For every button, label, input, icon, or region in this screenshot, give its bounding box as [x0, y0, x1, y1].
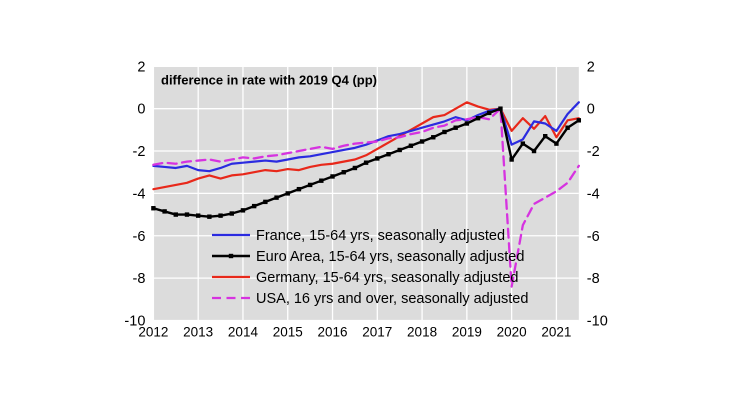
svg-text:-2: -2 [587, 144, 600, 160]
svg-text:-2: -2 [132, 144, 145, 160]
svg-text:Euro Area, 15-64 yrs, seasonal: Euro Area, 15-64 yrs, seasonally adjuste… [256, 249, 524, 265]
svg-text:difference in rate with 2019 Q: difference in rate with 2019 Q4 (pp) [161, 72, 377, 87]
svg-text:0: 0 [137, 102, 145, 118]
svg-text:2021: 2021 [541, 325, 571, 340]
svg-text:Germany, 15-64 yrs, seasonally: Germany, 15-64 yrs, seasonally adjusted [256, 270, 518, 286]
svg-text:2019: 2019 [452, 325, 482, 340]
svg-text:France, 15-64 yrs, seasonally: France, 15-64 yrs, seasonally adjusted [256, 228, 505, 244]
svg-text:2016: 2016 [317, 325, 347, 340]
svg-text:2020: 2020 [497, 325, 527, 340]
svg-text:-4: -4 [587, 186, 600, 202]
svg-text:2: 2 [137, 59, 145, 75]
svg-text:-6: -6 [587, 229, 600, 245]
svg-text:2017: 2017 [362, 325, 392, 340]
svg-text:2012: 2012 [138, 325, 168, 340]
svg-text:-6: -6 [132, 229, 145, 245]
svg-text:-8: -8 [587, 271, 600, 287]
svg-text:2018: 2018 [407, 325, 437, 340]
svg-text:2013: 2013 [183, 325, 213, 340]
svg-text:2015: 2015 [273, 325, 303, 340]
svg-text:USA, 16 yrs and over, seasonal: USA, 16 yrs and over, seasonally adjuste… [256, 291, 528, 307]
svg-text:-10: -10 [587, 314, 608, 330]
svg-text:-8: -8 [132, 271, 145, 287]
svg-text:-4: -4 [132, 186, 145, 202]
svg-text:2014: 2014 [228, 325, 259, 340]
svg-text:0: 0 [587, 102, 595, 118]
svg-text:2: 2 [587, 59, 595, 75]
